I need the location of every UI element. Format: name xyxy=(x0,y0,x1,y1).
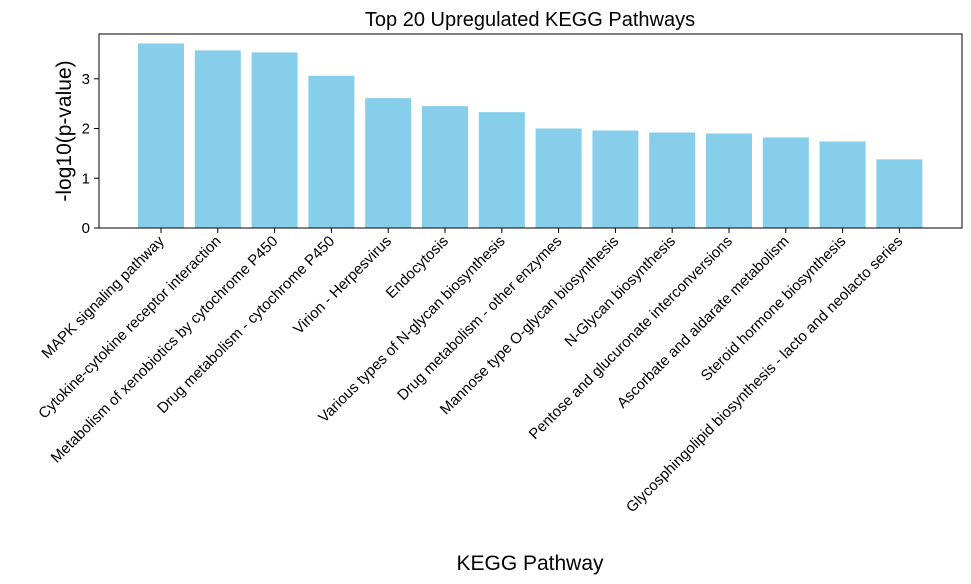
bar-11 xyxy=(706,133,752,228)
y-axis-title: -log10(p-value) xyxy=(53,60,76,201)
x-tick-label-5: Virion - Herpesvirus xyxy=(290,233,395,338)
x-tick-label-3: Metabolism of xenobiotics by cytochrome … xyxy=(48,233,282,467)
bar-9 xyxy=(592,130,639,228)
bar-6 xyxy=(422,106,468,228)
bar-3 xyxy=(251,52,298,229)
x-tick-label-11: Pentose and glucuronate interconversions xyxy=(526,233,736,443)
y-tick-label-2: 2 xyxy=(82,121,90,138)
x-tick-label-14: Glycosphingolipid biosynthesis - lacto a… xyxy=(623,233,906,516)
x-axis: MAPK signaling pathwayCytokine-cytokine … xyxy=(35,228,906,516)
y-tick-label-0: 0 xyxy=(82,220,90,237)
bar-2 xyxy=(194,50,241,228)
bar-7 xyxy=(478,112,525,228)
x-tick-label-10: N-Glycan biosynthesis xyxy=(561,233,679,351)
y-tick-label-3: 3 xyxy=(82,71,90,88)
y-tick-label-1: 1 xyxy=(82,170,90,187)
bar-8 xyxy=(535,128,582,228)
bars-group xyxy=(138,43,923,229)
bar-12 xyxy=(762,137,809,228)
y-axis: 0 1 2 3 xyxy=(82,71,99,237)
bar-10 xyxy=(649,132,696,228)
bar-14 xyxy=(876,159,923,228)
bar-1 xyxy=(138,43,184,229)
bar-5 xyxy=(365,98,412,229)
bar-4 xyxy=(308,75,355,229)
chart-title: Top 20 Upregulated KEGG Pathways xyxy=(365,9,695,31)
x-axis-title: KEGG Pathway xyxy=(456,552,604,575)
plot-frame xyxy=(98,33,963,229)
bar-13 xyxy=(819,141,866,228)
